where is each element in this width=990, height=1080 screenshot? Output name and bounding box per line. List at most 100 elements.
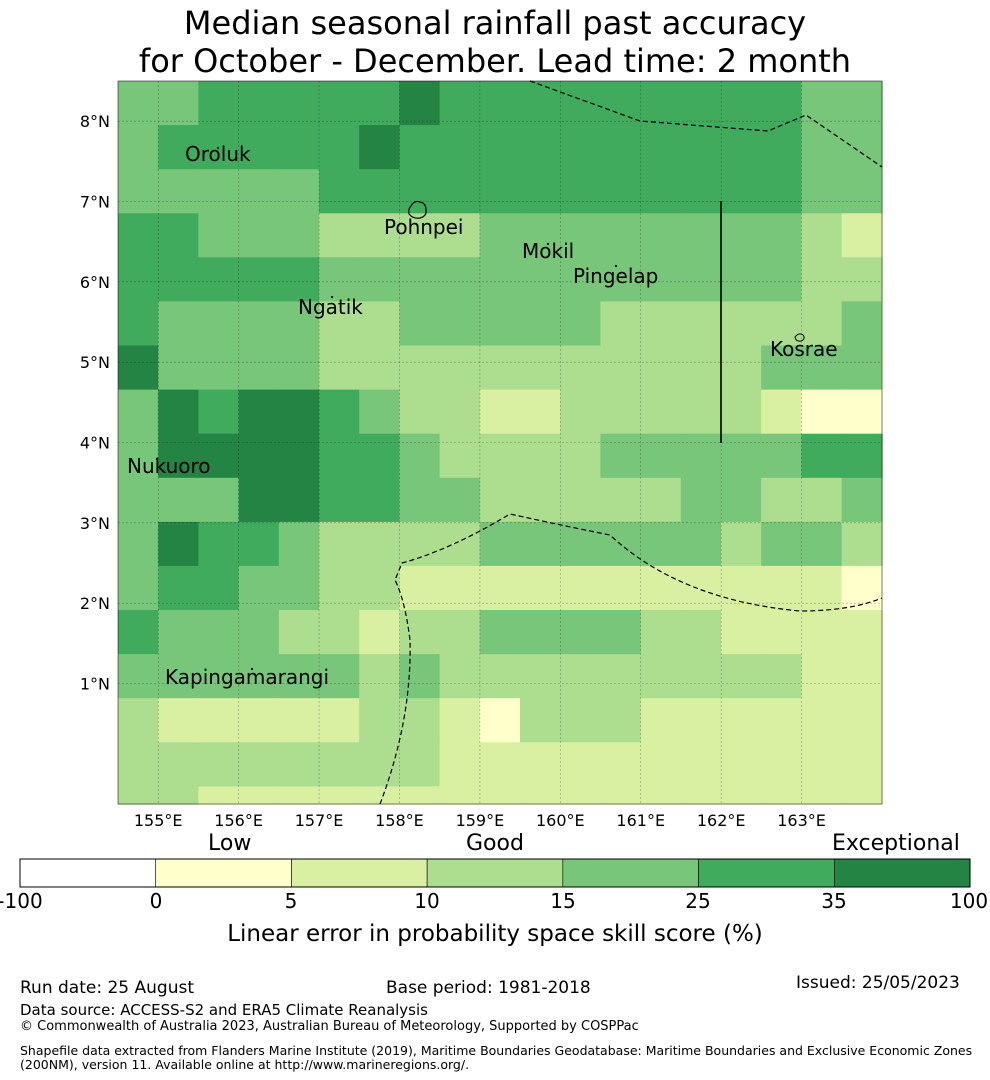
skill-cell <box>640 654 682 699</box>
skill-cell <box>198 786 240 805</box>
skill-cell <box>560 213 601 258</box>
skill-cell <box>278 786 320 805</box>
skill-cell <box>841 610 883 655</box>
skill-cell <box>238 81 280 126</box>
skill-cell <box>520 301 561 347</box>
skill-cell <box>600 213 642 258</box>
skill-cell <box>118 433 159 479</box>
skill-cell <box>118 389 159 435</box>
skill-cell <box>158 213 199 258</box>
skill-cell <box>278 521 320 567</box>
skill-cell <box>479 213 521 258</box>
skill-cell <box>359 786 400 805</box>
copyright: © Commonwealth of Australia 2023, Austra… <box>20 1019 639 1034</box>
skill-cell <box>359 81 400 126</box>
skill-cell <box>118 610 159 655</box>
skill-cell <box>198 742 240 787</box>
skill-cell <box>721 610 762 655</box>
skill-cell <box>479 521 521 567</box>
skill-cell <box>680 786 722 805</box>
skill-cell <box>560 125 601 170</box>
skill-cell <box>680 257 722 302</box>
skill-cell <box>680 81 722 126</box>
skill-cell <box>158 654 199 699</box>
run-date: Run date: 25 August <box>20 978 194 998</box>
skill-cell <box>439 477 481 523</box>
skill-cell <box>801 433 843 479</box>
skill-cell <box>158 610 199 655</box>
skill-cell <box>841 301 883 347</box>
skill-cell <box>600 389 642 435</box>
skill-cell <box>158 169 199 214</box>
skill-cell <box>761 213 802 258</box>
skill-cell <box>359 257 400 302</box>
place-label: Pingelap <box>573 264 658 288</box>
skill-cell <box>640 610 682 655</box>
skill-cell <box>399 345 441 391</box>
skill-cell <box>520 257 561 302</box>
skill-cell <box>359 565 400 611</box>
skill-cell <box>118 169 159 214</box>
skill-cell <box>680 477 722 523</box>
skill-cell <box>118 565 159 611</box>
title-line-1: Median seasonal rainfall past accuracy <box>183 4 807 42</box>
skill-cell <box>721 125 762 170</box>
skill-cell <box>359 389 400 435</box>
longitude-label: 157°E <box>295 811 344 830</box>
skill-cell <box>761 698 802 743</box>
latitude-label: 8°N <box>80 112 110 131</box>
skill-cell <box>640 389 682 435</box>
skill-cell <box>238 257 280 302</box>
skill-cell <box>158 125 199 170</box>
skill-cell <box>841 345 883 391</box>
skill-cell <box>640 345 682 391</box>
colorbar <box>19 858 971 888</box>
skill-cell <box>761 742 802 787</box>
skill-cell <box>520 213 561 258</box>
skill-cell <box>319 345 360 391</box>
skill-cell <box>680 521 722 567</box>
skill-cell <box>359 125 400 170</box>
skill-cell <box>479 786 521 805</box>
base-period: Base period: 1981-2018 <box>386 978 591 998</box>
skill-cell <box>278 257 320 302</box>
skill-cell <box>399 565 441 611</box>
skill-cell <box>359 301 400 347</box>
skill-cell <box>841 742 883 787</box>
skill-cell <box>761 654 802 699</box>
skill-cell <box>399 257 441 302</box>
skill-cell <box>399 610 441 655</box>
skill-cell <box>560 786 601 805</box>
skill-cell <box>118 521 159 567</box>
skill-cell <box>399 213 441 258</box>
skill-cell <box>158 565 199 611</box>
skill-cell <box>560 301 601 347</box>
skill-cell <box>238 742 280 787</box>
skill-cell <box>841 565 883 611</box>
skill-cell <box>158 301 199 347</box>
skill-cell <box>238 389 280 435</box>
skill-cell <box>520 786 561 805</box>
skill-cell <box>118 125 159 170</box>
skill-cell <box>479 81 521 126</box>
skill-cell <box>439 654 481 699</box>
issued-date: Issued: 25/05/2023 <box>796 973 960 993</box>
skill-cell <box>680 433 722 479</box>
skill-cell <box>359 477 400 523</box>
skill-cell <box>359 521 400 567</box>
skill-cell <box>479 610 521 655</box>
skill-cell <box>600 81 642 126</box>
skill-cell <box>761 477 802 523</box>
skill-cell <box>520 169 561 214</box>
skill-cell <box>238 786 280 805</box>
skill-cell <box>278 125 320 170</box>
skill-cell <box>680 565 722 611</box>
skill-cell <box>600 433 642 479</box>
skill-cell <box>841 257 883 302</box>
skill-cell <box>680 213 722 258</box>
longitude-labels: 155°E 156°E 157°E 158°E 159°E 160°E 161°E 162°E… <box>134 811 826 830</box>
skill-cell <box>479 654 521 699</box>
skill-cell <box>118 81 159 126</box>
colorbar-tick: 5 <box>284 889 298 913</box>
skill-cell <box>801 213 843 258</box>
